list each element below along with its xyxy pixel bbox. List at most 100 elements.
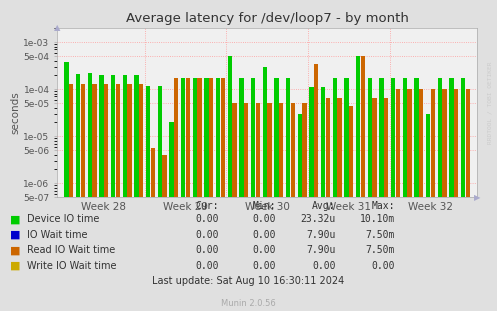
Bar — [454, 89, 458, 197]
Text: 10.10m: 10.10m — [360, 214, 395, 224]
Text: 7.90u: 7.90u — [306, 245, 335, 255]
Text: Device IO time: Device IO time — [27, 214, 100, 224]
Text: 0.00: 0.00 — [195, 214, 219, 224]
Text: 0.00: 0.00 — [252, 214, 276, 224]
Bar — [302, 103, 307, 197]
Bar — [337, 98, 341, 197]
Bar — [116, 84, 120, 197]
Text: 0.00: 0.00 — [195, 261, 219, 271]
Bar — [174, 78, 178, 197]
Bar — [81, 84, 85, 197]
Bar — [314, 64, 319, 197]
Bar — [426, 114, 430, 197]
Bar — [384, 98, 388, 197]
Bar — [87, 73, 92, 197]
Bar — [255, 103, 260, 197]
Bar — [332, 78, 337, 197]
Bar — [204, 78, 209, 197]
Title: Average latency for /dev/loop7 - by month: Average latency for /dev/loop7 - by mont… — [126, 12, 409, 26]
Bar — [414, 78, 418, 197]
Text: 0.00: 0.00 — [195, 230, 219, 240]
Bar — [274, 78, 279, 197]
Text: Last update: Sat Aug 10 16:30:11 2024: Last update: Sat Aug 10 16:30:11 2024 — [153, 276, 344, 286]
Text: 23.32u: 23.32u — [300, 214, 335, 224]
Bar — [442, 89, 447, 197]
Bar — [361, 56, 365, 197]
Text: RRDTOOL / TOBI OETIKER: RRDTOOL / TOBI OETIKER — [487, 61, 492, 144]
Bar — [368, 78, 372, 197]
Text: 0.00: 0.00 — [312, 261, 335, 271]
Bar — [228, 56, 232, 197]
Bar — [158, 86, 162, 197]
Text: ■: ■ — [10, 230, 20, 240]
Text: Read IO Wait time: Read IO Wait time — [27, 245, 116, 255]
Bar — [407, 89, 412, 197]
Bar — [99, 75, 104, 197]
Text: 0.00: 0.00 — [252, 261, 276, 271]
Bar — [64, 62, 69, 197]
Text: Avg:: Avg: — [312, 201, 335, 211]
Bar — [134, 75, 139, 197]
Bar — [169, 122, 173, 197]
Text: 7.50m: 7.50m — [366, 245, 395, 255]
Bar — [466, 89, 470, 197]
Bar — [267, 103, 272, 197]
Bar — [286, 78, 290, 197]
Bar — [139, 84, 143, 197]
Bar — [216, 78, 220, 197]
Bar — [349, 105, 353, 197]
Text: ■: ■ — [10, 245, 20, 255]
Text: 0.00: 0.00 — [195, 245, 219, 255]
Bar — [197, 78, 202, 197]
Bar — [185, 78, 190, 197]
Bar — [379, 78, 384, 197]
Bar — [391, 78, 395, 197]
Bar — [69, 84, 74, 197]
Text: Min:: Min: — [252, 201, 276, 211]
Bar — [356, 56, 360, 197]
Bar — [449, 78, 454, 197]
Bar — [193, 78, 197, 197]
Bar — [127, 84, 132, 197]
Text: 0.00: 0.00 — [372, 261, 395, 271]
Text: IO Wait time: IO Wait time — [27, 230, 88, 240]
Text: Max:: Max: — [372, 201, 395, 211]
Bar — [291, 103, 295, 197]
Bar — [162, 155, 166, 197]
Bar — [123, 75, 127, 197]
Y-axis label: seconds: seconds — [10, 91, 20, 134]
Bar — [396, 89, 400, 197]
Bar — [419, 89, 423, 197]
Text: ■: ■ — [10, 214, 20, 224]
Bar — [321, 87, 326, 197]
Bar — [279, 103, 283, 197]
Bar — [104, 84, 108, 197]
Text: Cur:: Cur: — [195, 201, 219, 211]
Bar — [151, 148, 155, 197]
Bar — [244, 103, 248, 197]
Bar — [221, 78, 225, 197]
Bar — [344, 78, 349, 197]
Bar — [403, 78, 407, 197]
Bar — [92, 84, 97, 197]
Bar — [111, 75, 115, 197]
Bar — [76, 74, 81, 197]
Text: 0.00: 0.00 — [252, 245, 276, 255]
Bar — [326, 98, 330, 197]
Bar — [430, 89, 435, 197]
Bar — [251, 78, 255, 197]
Bar — [437, 78, 442, 197]
Bar — [232, 103, 237, 197]
Bar — [461, 78, 465, 197]
Bar — [309, 87, 314, 197]
Bar — [262, 67, 267, 197]
Text: ▶: ▶ — [474, 193, 481, 202]
Bar — [146, 86, 151, 197]
Bar — [239, 78, 244, 197]
Text: Munin 2.0.56: Munin 2.0.56 — [221, 299, 276, 308]
Bar — [298, 114, 302, 197]
Text: 7.50m: 7.50m — [366, 230, 395, 240]
Text: ▲: ▲ — [54, 23, 61, 32]
Bar — [209, 78, 213, 197]
Bar — [372, 98, 377, 197]
